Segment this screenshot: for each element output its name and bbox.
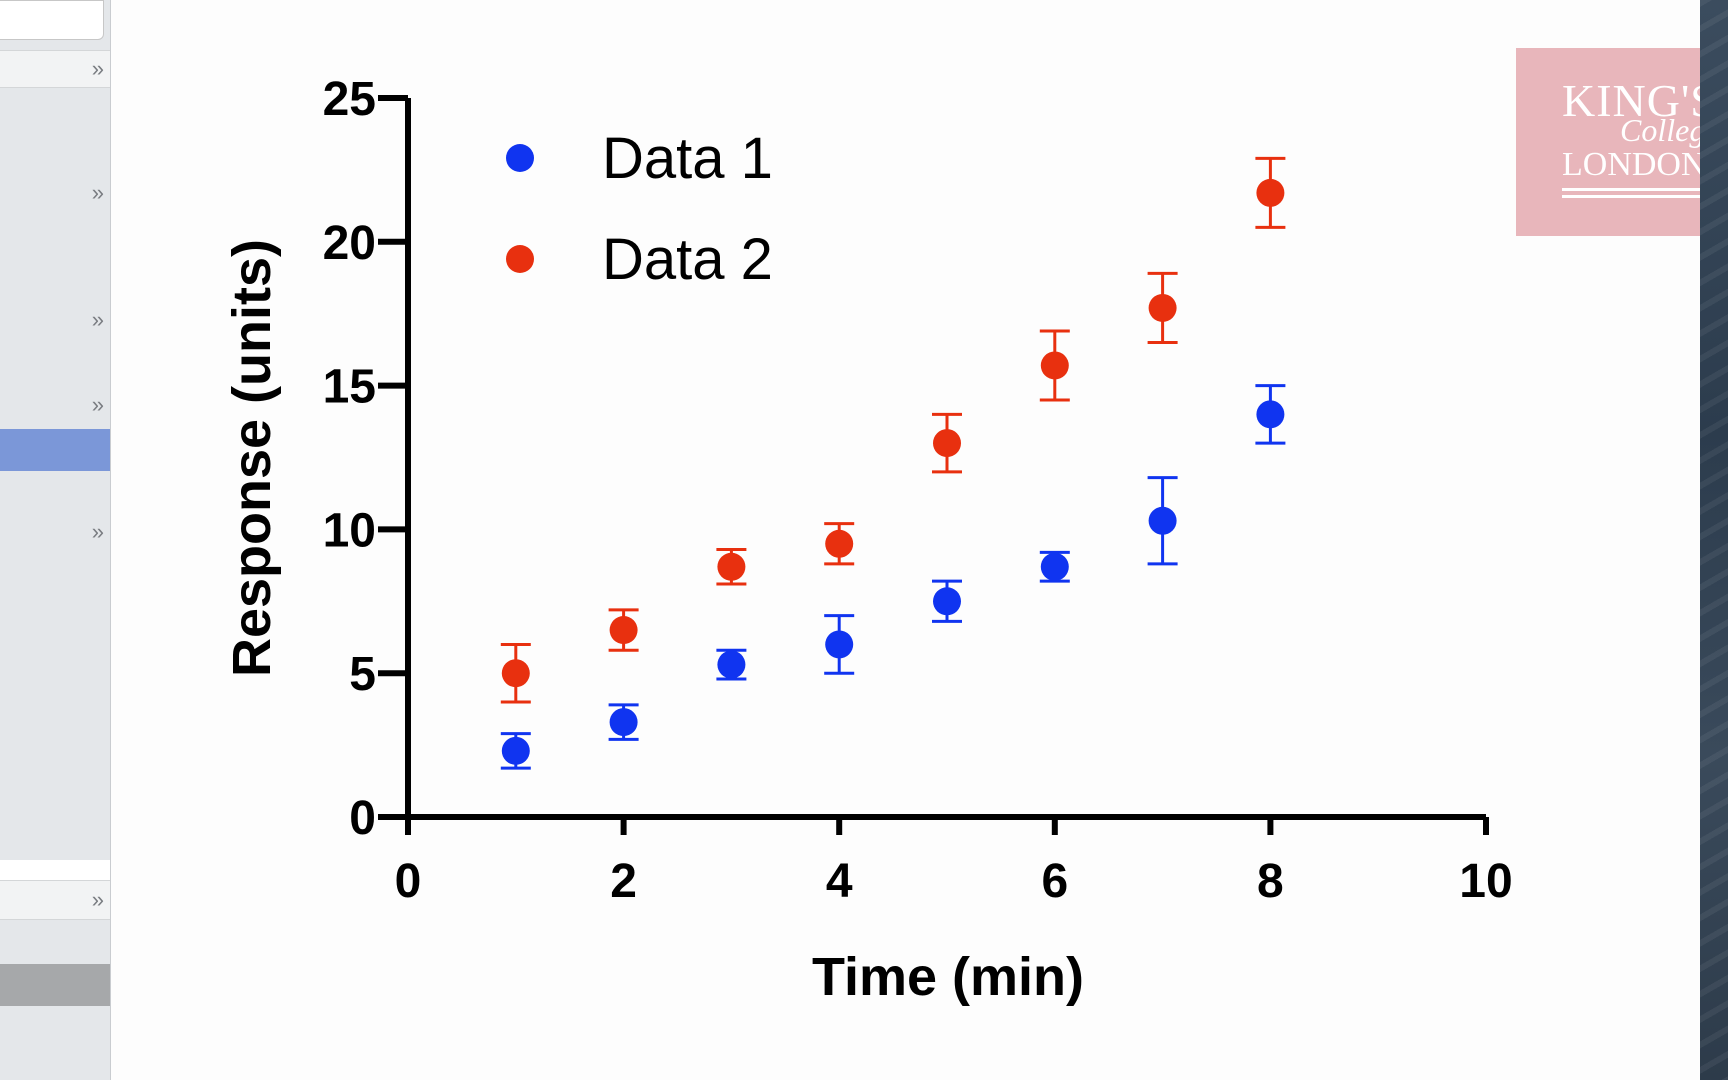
kings-college-london-logo: KING'S College LONDON <box>1516 48 1728 236</box>
y-tick-label: 5 <box>349 648 376 701</box>
sidebar-row-5-selected[interactable] <box>0 429 110 471</box>
sidebar-row-2[interactable]: » <box>0 178 110 210</box>
x-tick-label: 6 <box>1041 855 1068 908</box>
data-point <box>609 708 638 737</box>
legend-label: Data 2 <box>602 227 773 292</box>
data-point <box>717 552 746 581</box>
sidebar-row-4[interactable]: » <box>0 390 110 422</box>
data-point <box>609 616 638 645</box>
logo-line-london: LONDON <box>1562 146 1706 183</box>
data-point <box>1256 400 1285 429</box>
y-tick-label: 0 <box>349 792 376 845</box>
sidebar-top-field[interactable] <box>0 0 104 40</box>
series-2 <box>500 156 1286 704</box>
data-point <box>1256 178 1285 207</box>
sidebar-row-8[interactable] <box>0 964 110 1006</box>
sidebar-divider <box>0 860 110 880</box>
chart-legend: Data 1 Data 2 <box>506 126 773 292</box>
y-tick-label: 15 <box>323 361 376 414</box>
chart-marks <box>500 156 1286 770</box>
x-tick-label: 0 <box>395 855 422 908</box>
x-tick-label: 10 <box>1459 855 1512 908</box>
logo-line-kings: KING'S <box>1562 75 1717 126</box>
data-point <box>933 587 961 616</box>
x-axis-title: Time (min) <box>812 947 1084 1007</box>
y-tick-label: 25 <box>323 73 376 126</box>
data-point <box>1040 351 1069 380</box>
x-tick-label: 8 <box>1257 855 1284 908</box>
data-point <box>1040 552 1069 581</box>
y-axis-title: Response (units) <box>222 239 282 677</box>
data-point <box>1148 293 1177 322</box>
legend-label: Data 1 <box>602 126 773 191</box>
y-tick-label: 20 <box>323 217 376 270</box>
sidebar-row-6[interactable]: » <box>0 517 110 549</box>
data-point <box>501 659 530 688</box>
data-point <box>825 630 854 659</box>
sidebar-row-7[interactable]: » <box>0 880 110 920</box>
sidebar-row-3[interactable]: » <box>0 305 110 337</box>
data-point <box>1148 506 1177 535</box>
sidebar-row-1[interactable]: » <box>0 50 110 88</box>
x-tick-label: 2 <box>610 855 637 908</box>
data-point <box>825 529 854 558</box>
x-tick-label: 4 <box>826 855 853 908</box>
data-point <box>933 429 961 458</box>
logo-rule <box>1562 195 1718 198</box>
window-edge-background <box>1700 0 1728 1080</box>
legend-marker <box>506 245 534 273</box>
data-point <box>501 736 530 765</box>
series-1 <box>500 384 1286 770</box>
logo-rule <box>1562 188 1718 191</box>
chart-axes: 0 2 4 6 8 10 0 5 10 15 20 25 <box>323 73 1513 908</box>
navigator-sidebar: » » » » » » <box>0 0 111 1080</box>
y-tick-label: 10 <box>323 504 376 557</box>
legend-marker <box>506 144 534 172</box>
data-point <box>717 650 746 679</box>
